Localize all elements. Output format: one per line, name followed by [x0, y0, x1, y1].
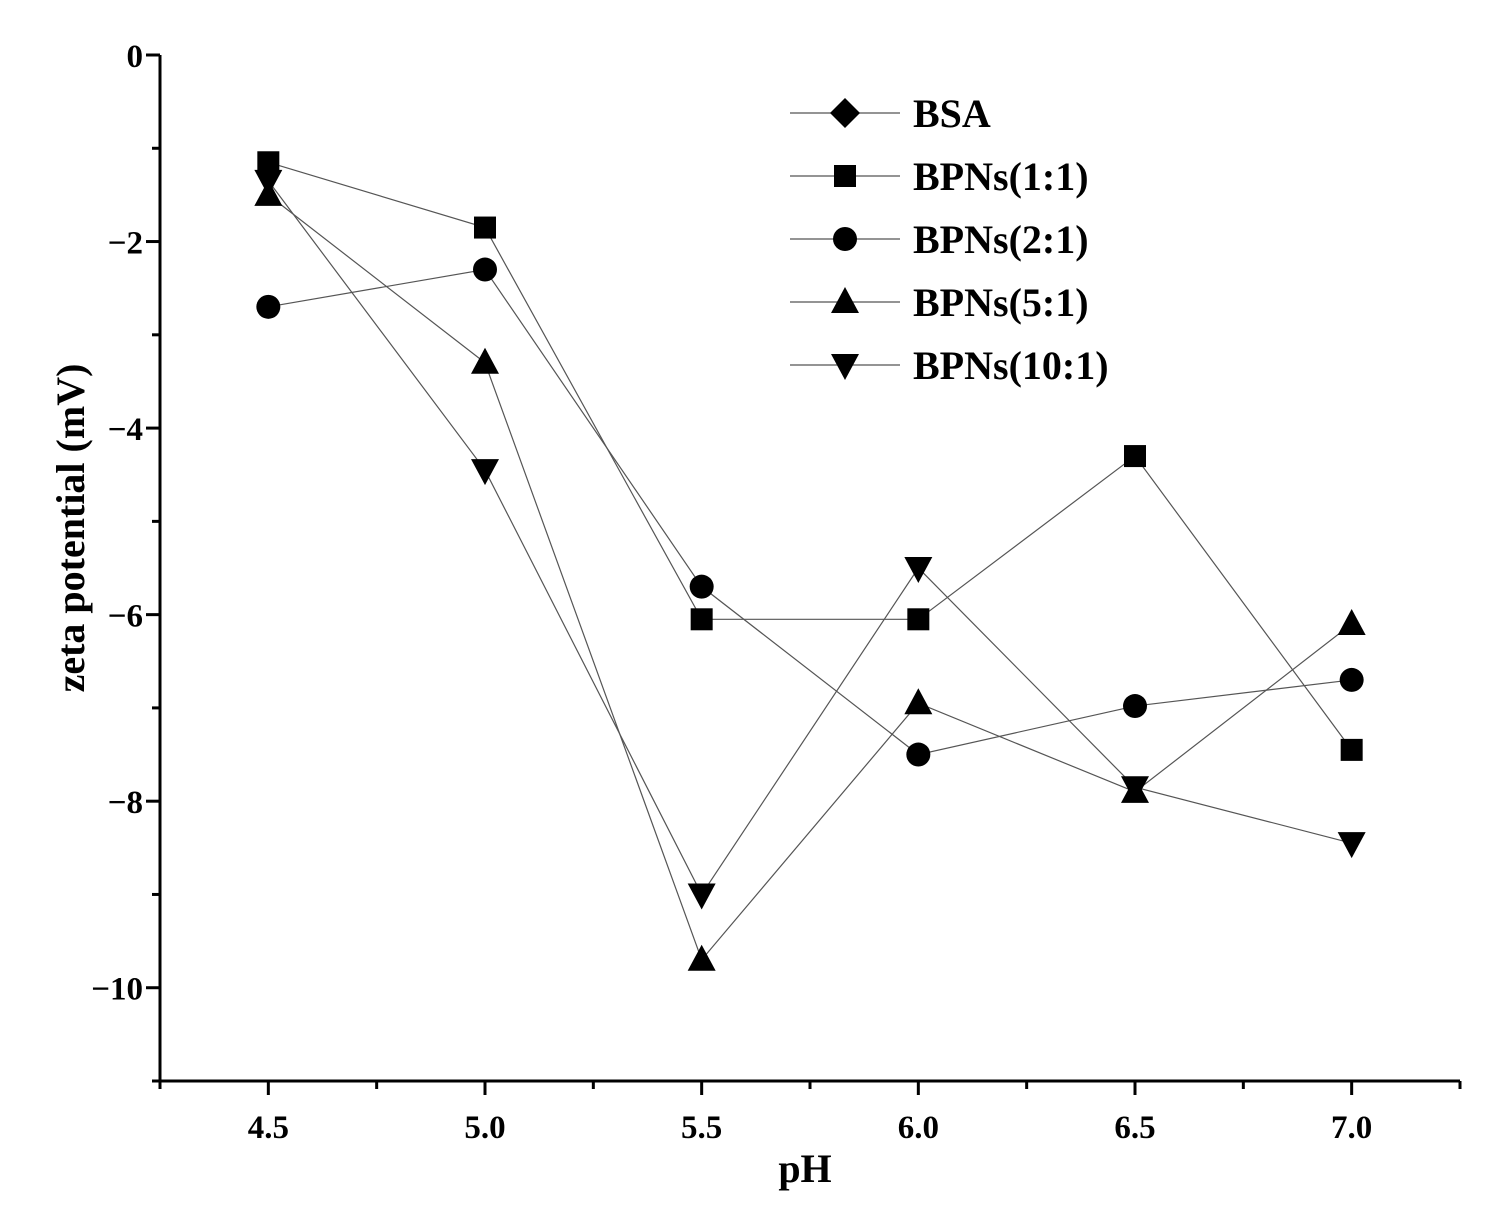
data-point — [904, 557, 933, 583]
legend-label: BSA — [913, 91, 991, 136]
legend: BSA BPNs(1:1) BPNs(2:1) BPNs(5:1) BPNs(10:1) — [790, 91, 1109, 388]
legend-label: BPNs(10:1) — [913, 343, 1109, 388]
data-point — [1339, 667, 1364, 692]
data-point — [1121, 776, 1149, 803]
series-2 — [256, 257, 1364, 767]
legend-label: BPNs(5:1) — [913, 280, 1089, 325]
legend-entry: BPNs(5:1) — [790, 280, 1089, 325]
legend-entry: BPNs(1:1) — [790, 154, 1089, 199]
legend-label: BPNs(1:1) — [913, 154, 1089, 199]
y-axis-title: zeta potential (mV) — [48, 364, 93, 693]
data-point — [1340, 738, 1363, 761]
legend-marker — [830, 98, 860, 128]
data-point — [687, 944, 716, 971]
legend-label: BPNs(2:1) — [913, 217, 1089, 262]
data-point — [471, 459, 499, 486]
axes-layer: 4.5 5.0 5.5 6.0 6.5 7.0 0 −2 −4 −6 −8 −10 — [91, 39, 1462, 1146]
legend-marker — [831, 287, 859, 313]
legend-entry: BPNs(2:1) — [790, 217, 1089, 262]
data-point — [256, 294, 281, 319]
series-line — [268, 268, 1352, 756]
y-tick-label: −10 — [91, 972, 143, 1008]
series-line — [267, 194, 1353, 961]
x-tick-label: 6.0 — [898, 1110, 939, 1146]
series-1 — [257, 151, 1363, 761]
x-tick-label: 5.0 — [464, 1110, 505, 1146]
data-point — [474, 216, 496, 239]
series-line — [267, 180, 1352, 896]
x-tick-label: 7.0 — [1331, 1110, 1372, 1146]
series-layer — [254, 151, 1366, 971]
x-axis-title: pH — [778, 1146, 831, 1191]
data-point — [471, 347, 499, 374]
data-point — [1123, 694, 1147, 719]
data-point — [1337, 608, 1366, 635]
y-tick-label: −2 — [108, 226, 143, 262]
data-point — [904, 688, 933, 715]
x-tick-label: 4.5 — [248, 1110, 289, 1146]
data-point — [907, 608, 930, 631]
legend-entry: BSA — [790, 91, 991, 136]
data-point — [687, 883, 716, 910]
y-tick-label: 0 — [127, 39, 144, 75]
y-tick-label: −8 — [108, 785, 143, 821]
legend-marker — [833, 227, 857, 251]
y-tick-label: −4 — [108, 412, 143, 448]
data-point — [1337, 832, 1366, 859]
y-tick-label: −6 — [108, 599, 143, 635]
legend-entry: BPNs(10:1) — [790, 343, 1109, 388]
data-point — [906, 742, 931, 767]
data-point — [254, 169, 283, 196]
data-point — [473, 257, 497, 282]
x-tick-label: 6.5 — [1114, 1110, 1155, 1146]
series-4 — [254, 169, 1366, 910]
data-point — [1124, 445, 1146, 468]
series-3 — [254, 179, 1366, 971]
x-tick-label: 5.5 — [681, 1110, 722, 1146]
legend-marker — [834, 165, 856, 187]
legend-marker — [831, 354, 859, 380]
series-line — [268, 161, 1353, 751]
data-point — [257, 151, 280, 174]
data-point — [690, 608, 713, 631]
data-point — [689, 574, 714, 599]
